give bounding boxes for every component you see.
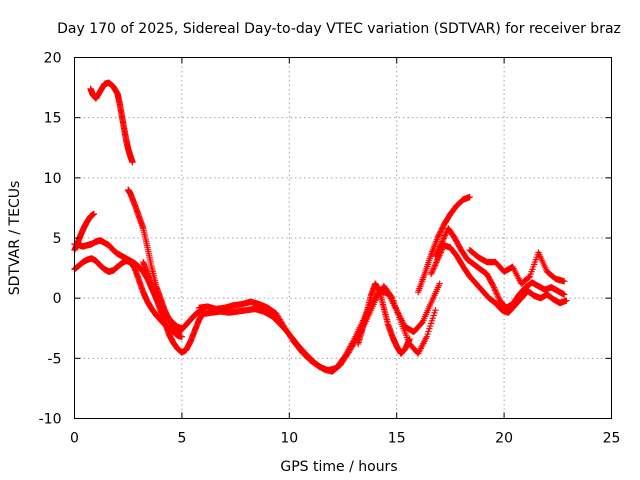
y-tick-label: 5 [53, 231, 62, 247]
data-point [428, 269, 435, 276]
chart-title: Day 170 of 2025, Sidereal Day-to-day VTE… [57, 21, 621, 37]
y-tick-label: -5 [48, 351, 62, 367]
data-point [129, 158, 136, 166]
data-point [438, 246, 446, 253]
series-track-l [427, 242, 570, 316]
data-point [493, 290, 500, 297]
grid-layer [74, 57, 612, 419]
data-point [431, 263, 438, 271]
data-point [429, 266, 437, 273]
data-point [563, 297, 570, 304]
data-point [494, 293, 502, 300]
data-point [433, 257, 441, 265]
x-tick-label: 25 [603, 431, 621, 447]
data-point [490, 284, 498, 291]
data-point [431, 262, 439, 269]
data-point [406, 335, 413, 343]
series-track-h [200, 282, 439, 375]
series-track-c [71, 237, 186, 332]
data-point [434, 256, 441, 263]
data-point [178, 333, 186, 340]
series-track-a [87, 79, 136, 166]
data-point [495, 294, 502, 301]
data-point [432, 307, 439, 314]
data-point [439, 236, 447, 244]
x-tick-label: 20 [495, 431, 513, 447]
data-point [438, 247, 445, 255]
data-point [388, 293, 395, 301]
data-point [437, 249, 444, 256]
data-point [432, 260, 439, 268]
data-point [178, 325, 186, 332]
data-point [436, 280, 443, 287]
y-axis-label: SDTVAR / TECUs [7, 181, 23, 296]
data-point [436, 252, 443, 259]
data-layer [71, 79, 570, 375]
data-point [492, 288, 500, 296]
series-track-f [140, 258, 207, 356]
series-track-m [466, 246, 568, 287]
data-point [429, 268, 436, 275]
data-point [439, 238, 446, 245]
x-tick-label: 10 [280, 431, 298, 447]
data-point [90, 210, 98, 218]
data-point [561, 278, 568, 285]
x-tick-label: 15 [388, 431, 406, 447]
series-track-i [354, 280, 413, 357]
x-axis-label: GPS time / hours [280, 459, 397, 475]
tick-layer: 0 5 10 15 20 25 -10 -5 0 5 10 15 20 [39, 51, 621, 447]
data-point [494, 291, 501, 298]
data-point [435, 253, 443, 260]
data-point [492, 287, 499, 294]
data-point [430, 265, 437, 272]
data-point [490, 282, 497, 290]
data-point [436, 250, 444, 258]
y-tick-label: 10 [44, 171, 62, 187]
data-point [561, 291, 568, 298]
data-point [491, 285, 498, 293]
data-point [441, 232, 449, 239]
series-track-j [414, 193, 473, 296]
data-point [434, 255, 442, 262]
y-tick-label: 15 [44, 111, 62, 127]
x-tick-label: 0 [70, 431, 79, 447]
data-point [466, 193, 473, 201]
x-tick-label: 5 [177, 431, 186, 447]
data-point [441, 233, 448, 241]
data-point [433, 259, 440, 266]
data-point [440, 235, 447, 242]
data-point [442, 230, 449, 238]
y-tick-label: 20 [44, 51, 62, 67]
data-point [427, 270, 435, 278]
y-tick-label: -10 [39, 412, 62, 428]
y-tick-label: 0 [53, 291, 62, 307]
